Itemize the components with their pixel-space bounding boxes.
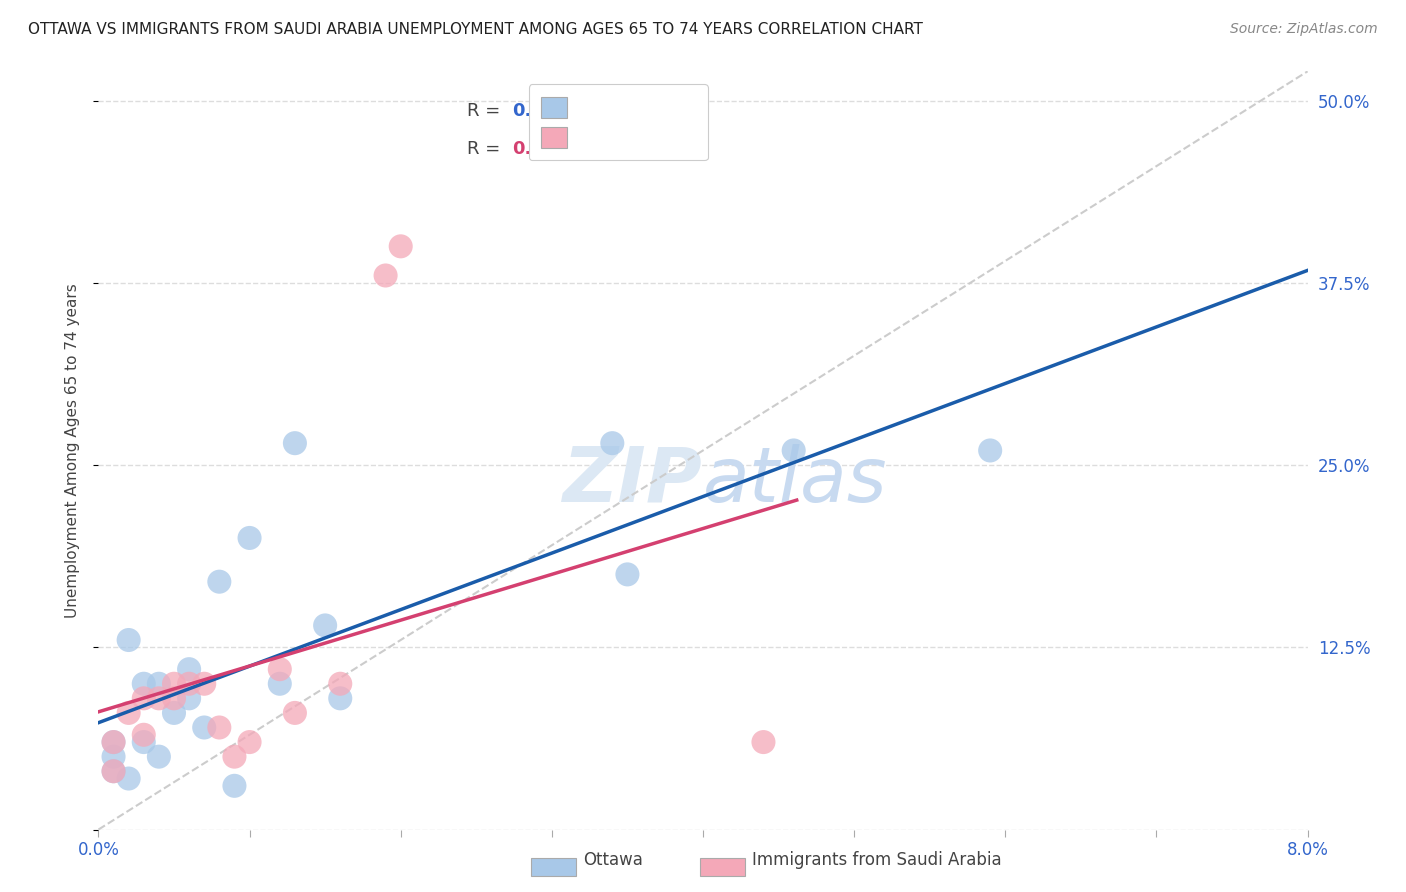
Legend: placeholder1, placeholder2: placeholder1, placeholder2: [529, 84, 709, 161]
Text: 0.536: 0.536: [512, 140, 569, 158]
Point: [103, 764, 125, 779]
Point: [239, 531, 262, 545]
Point: [616, 567, 638, 582]
Point: [329, 691, 352, 706]
Point: [163, 706, 186, 720]
Point: [103, 735, 125, 749]
Point: [148, 691, 170, 706]
Point: [752, 735, 775, 749]
Point: [602, 436, 624, 450]
Point: [224, 749, 246, 764]
Point: [208, 721, 231, 735]
Point: [148, 749, 170, 764]
Text: 24: 24: [628, 102, 652, 120]
Point: [163, 691, 186, 706]
Point: [179, 691, 201, 706]
Text: 0.624: 0.624: [512, 102, 569, 120]
Text: Immigrants from Saudi Arabia: Immigrants from Saudi Arabia: [752, 851, 1002, 869]
Point: [314, 618, 336, 632]
Y-axis label: Unemployment Among Ages 65 to 74 years: Unemployment Among Ages 65 to 74 years: [65, 283, 80, 618]
Point: [193, 677, 215, 691]
Point: [329, 677, 352, 691]
Point: [132, 677, 155, 691]
Point: [179, 677, 201, 691]
Point: [118, 633, 141, 648]
Point: [208, 574, 231, 589]
Text: ZIP: ZIP: [564, 444, 703, 517]
Text: N =: N =: [574, 140, 626, 158]
Point: [224, 779, 246, 793]
Point: [239, 735, 262, 749]
Point: [163, 677, 186, 691]
Point: [269, 662, 291, 676]
Text: R =: R =: [467, 102, 506, 120]
Point: [103, 764, 125, 779]
Point: [389, 239, 412, 253]
Point: [179, 662, 201, 676]
Text: R =: R =: [467, 140, 506, 158]
Point: [148, 677, 170, 691]
Point: [132, 691, 155, 706]
Point: [269, 677, 291, 691]
Point: [132, 728, 155, 742]
Text: OTTAWA VS IMMIGRANTS FROM SAUDI ARABIA UNEMPLOYMENT AMONG AGES 65 TO 74 YEARS CO: OTTAWA VS IMMIGRANTS FROM SAUDI ARABIA U…: [28, 22, 922, 37]
Point: [118, 706, 141, 720]
Point: [118, 772, 141, 786]
Point: [284, 436, 307, 450]
Text: Source: ZipAtlas.com: Source: ZipAtlas.com: [1230, 22, 1378, 37]
Point: [193, 721, 215, 735]
Point: [284, 706, 307, 720]
Text: atlas: atlas: [703, 444, 887, 517]
Text: N =: N =: [574, 102, 626, 120]
Point: [103, 735, 125, 749]
Text: 19: 19: [628, 140, 652, 158]
Point: [374, 268, 396, 283]
Point: [783, 443, 806, 458]
Point: [103, 749, 125, 764]
Point: [979, 443, 1001, 458]
Point: [132, 735, 155, 749]
Text: Ottawa: Ottawa: [583, 851, 644, 869]
